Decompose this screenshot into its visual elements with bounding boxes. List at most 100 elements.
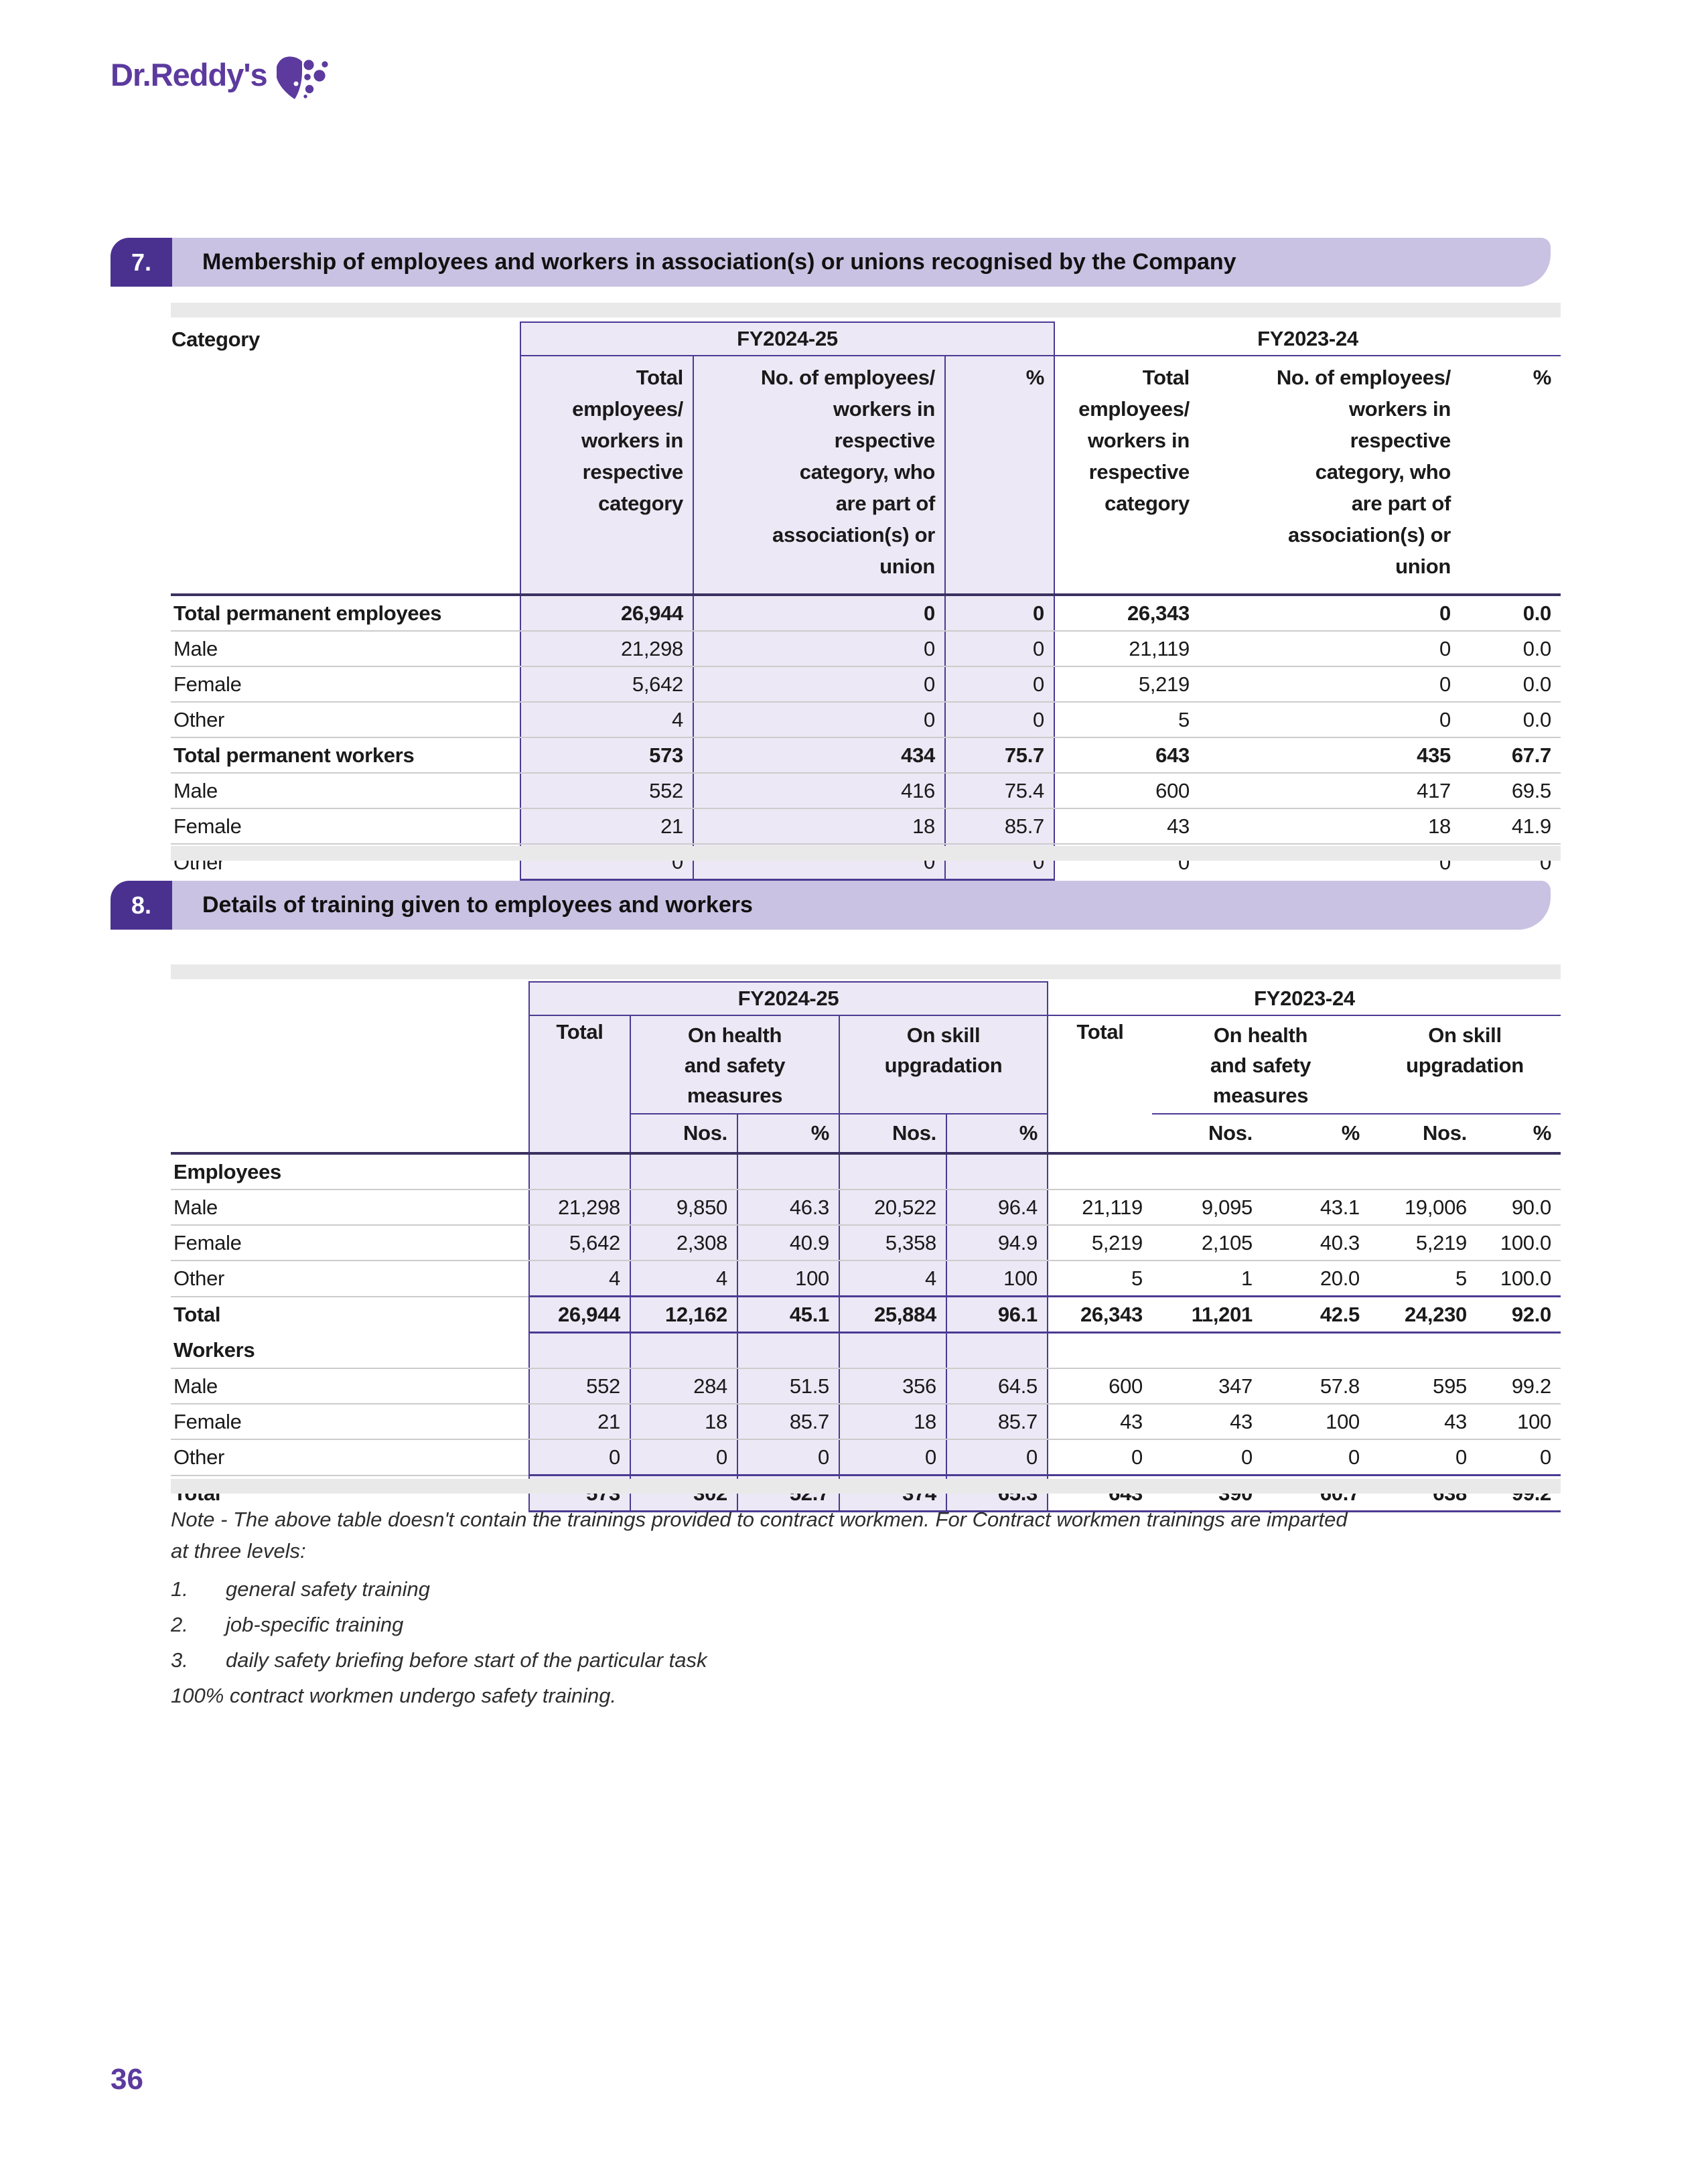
table-cell: 100	[1476, 1404, 1561, 1440]
table-row: Female 21 18 85.7 18 85.7 43 43 100 43 1…	[171, 1404, 1561, 1440]
note-item-text: job-specific training	[226, 1613, 404, 1636]
note-list-item: 3. daily safety briefing before start of …	[171, 1647, 1350, 1673]
table-cell: 12,162	[630, 1295, 737, 1334]
table-cell: 0	[528, 1439, 630, 1476]
table-cell: 99.2	[1476, 1368, 1561, 1405]
table-cell: 20.0	[1262, 1261, 1369, 1297]
table-cell: 416	[693, 773, 945, 809]
table-cell: 26,944	[520, 595, 693, 632]
note-footer: 100% contract workmen undergo safety tra…	[171, 1684, 617, 1707]
note-item-number: 1.	[171, 1577, 188, 1601]
table-cell: 0	[737, 1439, 839, 1476]
row-label: Total	[171, 1295, 529, 1333]
brand-logo: Dr.Reddy's	[111, 55, 333, 102]
note-intro: Note - The above table doesn't contain t…	[171, 1508, 1348, 1563]
divider-strip	[171, 1479, 1561, 1494]
table-cell: 64.5	[946, 1368, 1048, 1405]
table-cell: 75.7	[944, 737, 1055, 774]
table-cell: 552	[520, 773, 693, 809]
fy-current-group-header: FY2024-25	[528, 981, 1048, 1016]
table-cell	[1369, 1153, 1476, 1190]
divider-strip	[171, 964, 1561, 979]
subheader-health-previous: On health and safety measures	[1152, 1015, 1369, 1114]
table-cell: 43	[1369, 1404, 1476, 1440]
table-cell: 43	[1152, 1404, 1262, 1440]
subheader-skill-current: On skill upgradation	[839, 1015, 1048, 1114]
table-cell: 46.3	[737, 1190, 839, 1226]
row-label: Male	[171, 1190, 529, 1226]
note-item-text: general safety training	[226, 1577, 431, 1601]
table-cell: 19,006	[1369, 1190, 1476, 1226]
table-cell: 5,219	[1048, 1225, 1152, 1261]
subheader-health-current: On health and safety measures	[630, 1015, 839, 1114]
table-cell: 5,642	[528, 1225, 630, 1261]
table-cell: 67.7	[1460, 737, 1561, 774]
table-subheader-row2: Nos. % Nos. % Nos. % Nos. %	[171, 1114, 1561, 1155]
table-cell: 0	[1048, 1439, 1152, 1476]
table-cell	[630, 1153, 737, 1190]
table-cell: 0.0	[1460, 631, 1561, 667]
table-cell: 435	[1199, 737, 1460, 774]
table-cell: 11,201	[1152, 1295, 1262, 1334]
category-column-header: Category	[171, 322, 520, 596]
table-cell: 5	[1048, 1261, 1152, 1297]
subheader-members-current: No. of employees/ workers in respective …	[693, 356, 945, 596]
table-cell: 90.0	[1476, 1190, 1561, 1226]
subheader-total-current: Total	[528, 1015, 630, 1155]
table-row: Male 552 284 51.5 356 64.5 600 347 57.8 …	[171, 1368, 1561, 1405]
table-cell: 43.1	[1262, 1190, 1369, 1226]
table-row: Male 21,298 0 0 21,119 0 0.0	[171, 631, 1561, 667]
table-row: Female 5,642 0 0 5,219 0 0.0	[171, 666, 1561, 703]
table-cell: 0	[839, 1439, 946, 1476]
note-list-item: 2. job-specific training	[171, 1611, 1350, 1638]
table-cell	[1262, 1332, 1369, 1369]
row-label: Other	[171, 702, 520, 738]
table-cell: 25,884	[839, 1295, 946, 1334]
table-cell: 21,119	[1048, 1190, 1152, 1226]
section-7-title: Membership of employees and workers in a…	[172, 238, 1551, 287]
table-cell: 24,230	[1369, 1295, 1476, 1334]
empty-corner-cell	[171, 982, 529, 1155]
section-7-header: 7. Membership of employees and workers i…	[111, 238, 1551, 287]
table-cell: 5,358	[839, 1225, 946, 1261]
fy-current-group-header: FY2024-25	[520, 321, 1055, 356]
training-table: FY2024-25 FY2023-24 Total On health and …	[171, 981, 1561, 1512]
table-cell: 347	[1152, 1368, 1262, 1405]
table-row: Total permanent employees 26,944 0 0 26,…	[171, 595, 1561, 632]
table-cell: 4	[520, 702, 693, 738]
table-cell: 94.9	[946, 1225, 1048, 1261]
table-cell: 100	[946, 1261, 1048, 1297]
subheader-nos: Nos.	[1152, 1114, 1262, 1155]
table-cell: 0	[1152, 1439, 1262, 1476]
page-number: 36	[111, 2063, 143, 2096]
table-cell: 0	[693, 631, 945, 667]
table-cell: 40.3	[1262, 1225, 1369, 1261]
table-cell: 0	[944, 702, 1055, 738]
table-cell: 42.5	[1262, 1295, 1369, 1334]
row-label: Other	[171, 1439, 529, 1476]
note-list-item: 1. general safety training	[171, 1576, 1350, 1602]
table-cell: 85.7	[944, 808, 1055, 845]
divider-strip	[171, 846, 1561, 861]
table-header-row: Category FY2024-25 FY2023-24	[171, 321, 1561, 596]
row-label: Female	[171, 1404, 529, 1440]
table-cell: 57.8	[1262, 1368, 1369, 1405]
section-7-number: 7.	[111, 238, 172, 287]
table-cell: 600	[1054, 773, 1199, 809]
table-cell: 0	[1199, 702, 1460, 738]
table-cell: 41.9	[1460, 808, 1561, 845]
table-cell	[1048, 1153, 1152, 1190]
table-row: Female 5,642 2,308 40.9 5,358 94.9 5,219…	[171, 1225, 1561, 1261]
section-8-title: Details of training given to employees a…	[172, 881, 1551, 930]
table-cell: 4	[630, 1261, 737, 1297]
table-cell: 0	[1369, 1439, 1476, 1476]
fy-previous-group-header: FY2023-24	[1054, 322, 1561, 356]
row-label: Female	[171, 666, 520, 703]
table-cell: 21,298	[528, 1190, 630, 1226]
table-section-row: Workers	[171, 1332, 1561, 1369]
table-cell: 0	[693, 666, 945, 703]
table-cell: 75.4	[944, 773, 1055, 809]
table-cell: 595	[1369, 1368, 1476, 1405]
row-label: Male	[171, 631, 520, 667]
